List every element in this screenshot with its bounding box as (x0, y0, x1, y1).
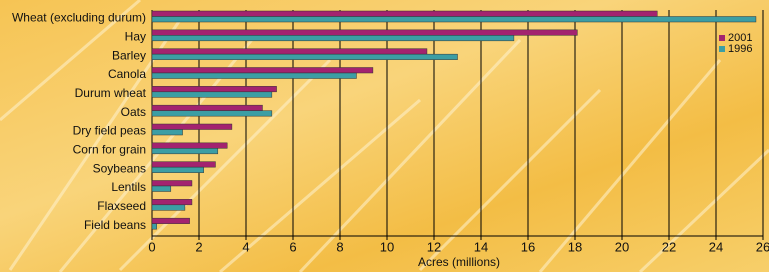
bar (152, 162, 215, 168)
x-tick-label: 6 (289, 239, 296, 254)
x-tick-label: 0 (148, 239, 155, 254)
x-tick-label: 2 (195, 239, 202, 254)
y-tick-label: Lentils (111, 180, 146, 194)
bar (152, 199, 192, 205)
bar (152, 49, 427, 55)
bar (152, 86, 277, 92)
y-tick-label: Barley (112, 48, 146, 62)
x-tick-label: 8 (336, 239, 343, 254)
x-tick-label: 14 (474, 239, 488, 254)
bar (152, 205, 185, 211)
chart: Acres (millions) 02468101214161820222426… (0, 0, 769, 272)
y-tick-label: Soybeans (93, 161, 146, 175)
bar (152, 17, 756, 23)
x-tick-label: 24 (709, 239, 723, 254)
bar (152, 186, 171, 192)
y-tick-label: Flaxseed (97, 199, 146, 213)
x-tick-label: 4 (242, 239, 249, 254)
x-tick-label: 16 (521, 239, 535, 254)
y-tick-label: Hay (125, 29, 146, 43)
bar (152, 30, 577, 36)
legend-label: 1996 (728, 43, 752, 55)
y-tick-label: Field beans (84, 218, 146, 232)
x-tick-label: 10 (380, 239, 394, 254)
bar (152, 124, 232, 130)
bar (152, 143, 227, 149)
x-tick-label: 26 (756, 239, 769, 254)
bar (152, 224, 157, 230)
bar (152, 148, 218, 154)
y-tick-label: Wheat (excluding durum) (12, 11, 146, 25)
bar (152, 11, 657, 17)
bar (152, 167, 204, 173)
bar (152, 130, 183, 136)
x-tick-label: 22 (662, 239, 676, 254)
bar (152, 111, 272, 117)
bar (152, 92, 272, 98)
x-tick-label: 18 (568, 239, 582, 254)
x-tick-label: 12 (427, 239, 441, 254)
legend-swatch (719, 46, 725, 52)
y-tick-label: Dry field peas (73, 124, 146, 138)
y-tick-label: Oats (121, 105, 146, 119)
bar (152, 35, 514, 41)
legend-swatch (719, 35, 725, 41)
bar (152, 218, 190, 224)
bar (152, 181, 192, 187)
bar (152, 73, 356, 79)
bar (152, 68, 373, 74)
bar (152, 54, 458, 60)
x-tick-label: 20 (615, 239, 629, 254)
y-tick-label: Corn for grain (73, 142, 146, 156)
y-tick-label: Canola (108, 67, 146, 81)
y-tick-label: Durum wheat (75, 86, 147, 100)
x-axis-label: Acres (millions) (418, 255, 500, 269)
bar (152, 105, 262, 111)
